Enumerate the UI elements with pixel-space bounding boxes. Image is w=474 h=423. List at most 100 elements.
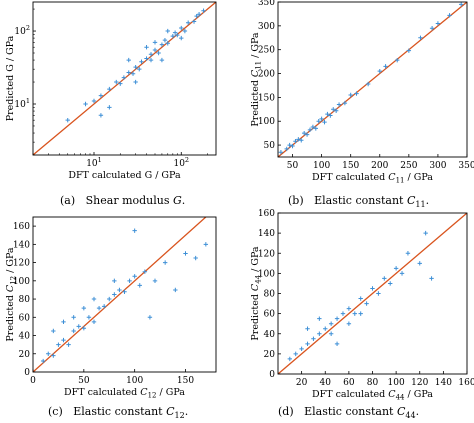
data-point: [112, 292, 117, 297]
data-point: [365, 81, 371, 87]
y-tick-label: 60: [19, 313, 31, 323]
data-point: [86, 315, 92, 320]
data-point: [334, 316, 340, 321]
data-point: [313, 126, 318, 131]
y-tick-label: 120: [13, 259, 30, 269]
x-tick-label: 101: [86, 156, 102, 169]
data-point: [101, 304, 107, 309]
data-point: [182, 28, 188, 34]
x-tick-label: 0: [30, 376, 36, 386]
data-point: [418, 35, 423, 40]
data-point: [65, 117, 70, 123]
data-point: [185, 20, 191, 25]
data-point: [126, 57, 131, 63]
data-point: [299, 138, 304, 143]
y-tick-label: 100: [258, 117, 275, 127]
data-point: [376, 291, 381, 296]
x-tick-label: 40: [320, 378, 332, 388]
x-tick-label: 50: [287, 161, 299, 171]
x-tick-label: 100: [313, 161, 330, 171]
y-axis-label: Predicted G / GPa: [5, 35, 16, 121]
data-point: [194, 13, 199, 19]
x-axis-label: DFT calculated C44 / GPa: [312, 389, 433, 402]
data-point: [278, 150, 284, 155]
x-tick-label: 102: [173, 156, 189, 169]
data-point: [393, 266, 399, 271]
data-point: [331, 107, 336, 112]
data-point: [191, 19, 197, 24]
reference-line: [33, 2, 216, 155]
chart-panel-3: 0 50 100 150 0 20 40 60 80 100 120 140 160 DFT calcul…: [5, 216, 217, 400]
data-point: [117, 287, 122, 293]
data-point: [364, 301, 369, 306]
y-tick-label: 50: [264, 141, 276, 151]
x-tick-label: 20: [296, 378, 308, 388]
y-tick-label: 20: [264, 350, 276, 360]
data-point: [126, 70, 131, 75]
data-point: [299, 346, 304, 352]
y-tick-label: 80: [19, 295, 31, 305]
y-tick-label: 101: [14, 97, 30, 110]
data-point: [56, 342, 61, 347]
data-point: [399, 271, 405, 276]
data-point: [61, 337, 66, 343]
y-tick-label: 100: [258, 269, 275, 279]
data-point: [395, 57, 400, 63]
data-point: [316, 119, 321, 124]
y-tick-label: 160: [13, 222, 30, 232]
data-point: [377, 68, 382, 74]
data-point: [83, 101, 88, 107]
data-point: [172, 30, 178, 35]
data-point: [305, 341, 310, 347]
x-tick-label: 350: [458, 161, 474, 171]
data-point: [71, 328, 76, 334]
data-point: [328, 331, 334, 336]
data-point: [98, 113, 104, 118]
data-point: [107, 296, 112, 302]
data-point: [71, 315, 76, 320]
x-tick-label: 150: [342, 161, 359, 171]
caption-c: (c) Elastic constant C12.: [48, 405, 189, 421]
reference-line: [278, 2, 467, 157]
data-point: [305, 326, 310, 331]
x-tick-label: 250: [400, 161, 417, 171]
data-point: [287, 356, 293, 362]
x-tick-label: 100: [388, 378, 405, 388]
data-point: [348, 92, 353, 98]
data-point: [51, 353, 56, 358]
data-point: [133, 79, 138, 85]
data-point: [307, 127, 313, 133]
x-tick-label: 80: [367, 378, 379, 388]
data-point: [96, 305, 102, 311]
y-axis-label: Predicted C44 / GPa: [250, 246, 263, 341]
data-point: [98, 93, 104, 98]
data-point: [290, 143, 295, 149]
y-axis-label: Predicted C12 / GPa: [5, 247, 18, 342]
data-point: [201, 8, 206, 13]
data-point: [346, 306, 352, 311]
data-point: [193, 255, 198, 261]
data-point: [435, 21, 441, 26]
x-tick-label: 120: [411, 378, 428, 388]
data-point: [423, 230, 428, 236]
data-point: [370, 286, 375, 291]
data-point: [147, 315, 153, 320]
data-point: [319, 116, 324, 122]
y-tick-label: 60: [264, 310, 276, 320]
data-point: [114, 79, 119, 85]
y-axis-label: Predicted C11 / GPa: [250, 32, 263, 127]
data-point: [61, 319, 66, 325]
axes-box: [32, 216, 217, 373]
data-point: [148, 57, 154, 63]
caption-b: (b) Elastic constant C11.: [288, 194, 430, 210]
data-point: [46, 351, 51, 356]
x-tick-label: 50: [78, 376, 90, 386]
y-tick-label: 300: [258, 22, 275, 32]
x-axis-label: DFT calculated C12 / GPa: [64, 387, 185, 400]
data-point: [179, 35, 184, 41]
data-point: [162, 260, 168, 265]
data-point: [417, 261, 422, 266]
data-point: [127, 278, 132, 284]
data-point: [112, 278, 117, 284]
data-point: [322, 119, 327, 125]
